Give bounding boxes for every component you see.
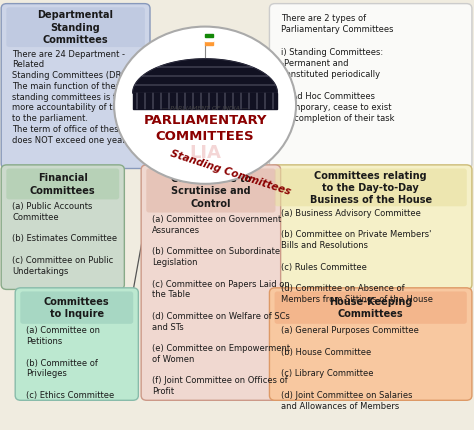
Text: Departmental
Standing
Committees: Departmental Standing Committees [37,10,114,45]
Text: (a) General Purposes Committee

(b) House Committee

(c) Library Committee

(d) : (a) General Purposes Committee (b) House… [281,326,419,410]
Text: PARLIAMENTARY
COMMITTEES: PARLIAMENTARY COMMITTEES [143,114,267,142]
FancyBboxPatch shape [274,292,467,324]
FancyBboxPatch shape [269,288,472,400]
Polygon shape [205,42,213,46]
Text: Committees
to Inquire: Committees to Inquire [44,296,109,319]
Text: Committees relating
to the Day-to-Day
Business of the House: Committees relating to the Day-to-Day Bu… [310,170,432,205]
Text: There are 2 types of
Parliamentary Committees

i) Standing Committees:
-Permanen: There are 2 types of Parliamentary Commi… [281,14,394,123]
Circle shape [114,28,296,184]
Text: (a) Committee on
Petitions

(b) Committee of
Privileges

(c) Ethics Committee: (a) Committee on Petitions (b) Committee… [27,326,115,399]
FancyBboxPatch shape [141,166,281,400]
Text: Standing Committees: Standing Committees [169,148,292,197]
FancyBboxPatch shape [269,5,472,169]
Text: Financial
Committees: Financial Committees [30,173,96,195]
FancyBboxPatch shape [6,8,145,48]
FancyBboxPatch shape [274,169,467,207]
FancyBboxPatch shape [1,166,124,290]
Text: LIA: LIA [189,143,221,161]
Polygon shape [205,38,213,42]
FancyBboxPatch shape [269,166,472,290]
Text: Committees to
Scrutinise and
Control: Committees to Scrutinise and Control [171,173,251,208]
Text: There are 24 Department -
Related
Standing Committees (DRSCs).
The main function: There are 24 Department - Related Standi… [12,49,177,144]
Polygon shape [205,35,213,38]
FancyBboxPatch shape [1,5,150,169]
Text: (a) Public Accounts
Committee

(b) Estimates Committee

(c) Committee on Public
: (a) Public Accounts Committee (b) Estima… [12,202,118,275]
Polygon shape [133,60,277,94]
FancyBboxPatch shape [15,288,138,400]
FancyBboxPatch shape [146,169,275,213]
FancyBboxPatch shape [20,292,133,324]
Text: — PARLIAMENT OF INDIA —: — PARLIAMENT OF INDIA — [162,105,248,111]
Text: House-Keeping
Committees: House-Keeping Committees [329,296,412,319]
Polygon shape [133,94,277,110]
Text: (a) Committee on Government
Assurances

(b) Committee on Subordinate
Legislation: (a) Committee on Government Assurances (… [152,215,291,395]
FancyBboxPatch shape [6,169,119,200]
Text: (a) Business Advisory Committee

(b) Committee on Private Members'
Bills and Res: (a) Business Advisory Committee (b) Comm… [281,209,433,303]
